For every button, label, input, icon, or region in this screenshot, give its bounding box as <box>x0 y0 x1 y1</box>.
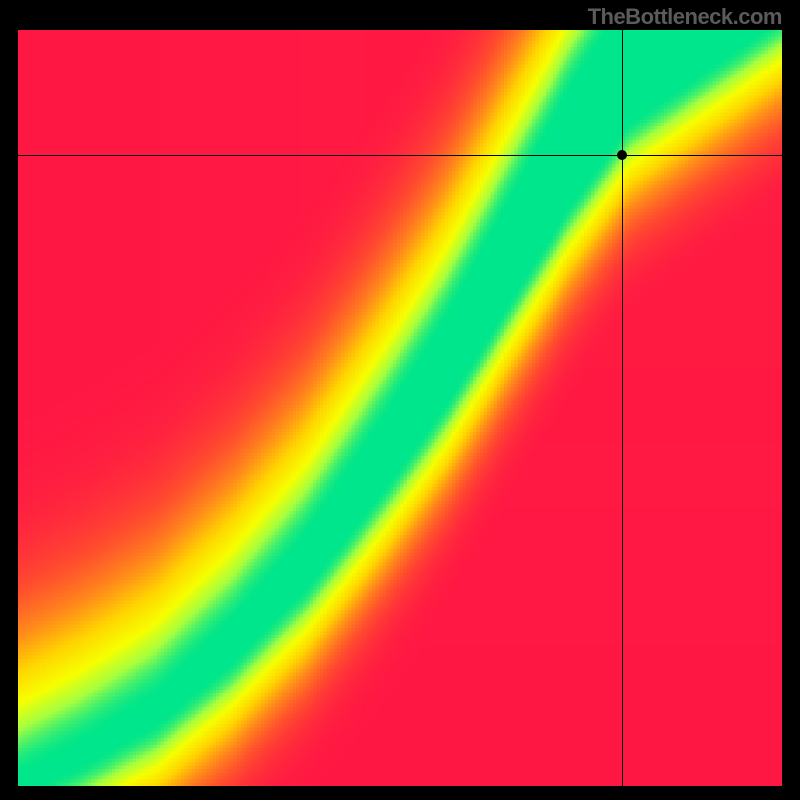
watermark-text: TheBottleneck.com <box>588 4 782 30</box>
bottleneck-heatmap-plot <box>18 30 782 786</box>
selection-marker <box>617 150 627 160</box>
crosshair-horizontal <box>18 155 782 156</box>
heatmap-canvas <box>18 30 782 786</box>
crosshair-vertical <box>622 30 623 786</box>
